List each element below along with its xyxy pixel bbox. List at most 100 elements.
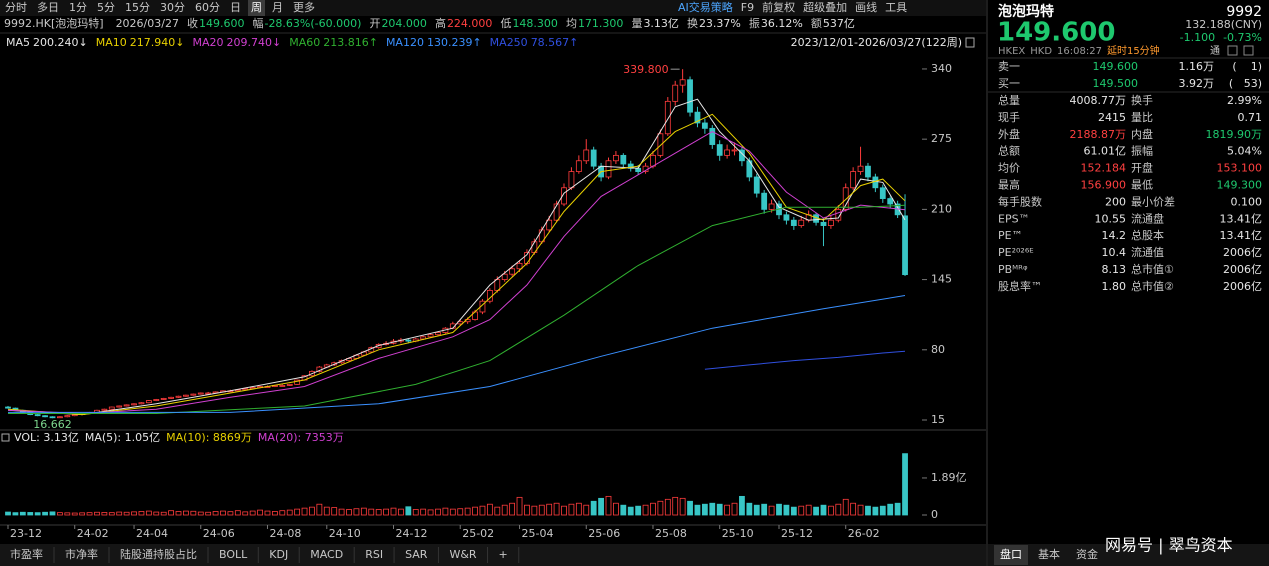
quote-currency: HKD (1030, 46, 1052, 57)
bottom-tab[interactable]: 陆股通持股占比 (120, 547, 197, 561)
toolbar-tab[interactable]: 5分 (97, 1, 115, 14)
toolbar-tool[interactable]: 前复权 (762, 0, 795, 14)
panel-tab[interactable]: 盘口 (1000, 547, 1022, 561)
vol-bar (138, 511, 145, 516)
toolbar-tab[interactable]: 15分 (125, 1, 150, 14)
vol-bar (375, 509, 382, 516)
info-value: 224.000 (447, 17, 493, 30)
ma-line (8, 204, 906, 414)
vol-bar (34, 512, 41, 516)
vol-bar (264, 510, 271, 516)
vol-bar (790, 506, 797, 516)
toolbar-tab[interactable]: 多日 (37, 0, 59, 14)
toolbar-tab[interactable]: 周 (251, 1, 262, 14)
symbol: 9992.HK[泡泡玛特] (4, 16, 104, 30)
bottom-tab[interactable]: 市净率 (65, 547, 98, 561)
x-tick-label: 24-02 (77, 527, 109, 540)
ma-name: MA250 (490, 36, 528, 49)
vol-bar (153, 511, 160, 516)
vol-bar (546, 503, 553, 516)
book-price: 149.600 (1093, 60, 1139, 73)
toolbar-tab[interactable]: 日 (230, 1, 241, 14)
info-value: 149.600 (199, 17, 245, 30)
bottom-tab[interactable]: W&R (449, 548, 476, 561)
stat-label: 现手 (998, 110, 1020, 124)
candle-body (590, 149, 597, 167)
toolbar-tool[interactable]: 画线 (855, 0, 877, 14)
candle-body (435, 332, 441, 336)
vol-bar (620, 504, 627, 516)
toolbar-tool[interactable]: F9 (741, 1, 754, 14)
vol-bar (212, 511, 219, 516)
stat-value: 1819.90万 (1206, 128, 1263, 141)
candle-body (286, 383, 293, 386)
vol-bar (383, 508, 389, 516)
bottom-tab[interactable]: 市盈率 (10, 547, 43, 561)
vol-bar (442, 507, 449, 516)
stat-label: 总市值② (1131, 279, 1174, 293)
toolbar-tool[interactable]: AI交易策略 (678, 0, 733, 14)
bottom-tab[interactable]: SAR (405, 548, 428, 561)
ma-name: MA10 (96, 36, 127, 49)
candle-body (108, 406, 115, 410)
stat-value: 152.184 (1081, 162, 1127, 175)
candle-body (724, 149, 731, 156)
bottom-tab[interactable]: BOLL (219, 548, 248, 561)
y-tick-label: 340 (931, 62, 952, 75)
toolbar-tab[interactable]: 月 (272, 1, 283, 14)
ma-name: MA20 (192, 36, 223, 49)
vol-bar (101, 512, 108, 516)
vol-bar (5, 511, 11, 516)
change-pct: -0.73% (1223, 31, 1262, 44)
candle-body (405, 339, 412, 342)
vol-bar (271, 511, 278, 516)
stat-value: 8.13 (1102, 263, 1127, 276)
bottom-tab[interactable]: RSI (365, 548, 383, 561)
toolbar-tab[interactable]: 更多 (293, 0, 315, 14)
vol-bar (123, 511, 130, 516)
toolbar-tool[interactable]: 超级叠加 (803, 0, 847, 14)
vol-bar (724, 504, 731, 516)
tab-bar-bg (0, 544, 986, 566)
vol-bar (486, 503, 493, 516)
candle-body (701, 122, 708, 129)
range-icon (965, 37, 975, 48)
panel-tab-bg (988, 544, 1269, 566)
panel-tab[interactable]: 资金 (1076, 547, 1098, 561)
candle-body (820, 221, 827, 226)
panel-tab[interactable]: 基本 (1038, 547, 1060, 561)
vol-bar (346, 509, 352, 516)
stat-label: 总量 (998, 93, 1020, 107)
vol-bar (553, 502, 560, 516)
vol-bar (902, 453, 908, 516)
vol-bar (353, 508, 360, 516)
vol-bar (168, 510, 175, 516)
toolbar-tab[interactable]: 30分 (160, 1, 185, 14)
toolbar-tab[interactable]: 分时 (5, 1, 27, 14)
vol-bar (42, 511, 48, 516)
vol-bar (286, 509, 293, 516)
candle-body (138, 402, 145, 405)
x-tick-label: 24-12 (396, 527, 428, 540)
vol-bar (197, 511, 204, 516)
toolbar-tool[interactable]: 工具 (885, 1, 907, 14)
bottom-tab[interactable]: MACD (310, 548, 343, 561)
vol-bar (650, 502, 656, 516)
bottom-tab[interactable]: + (499, 548, 508, 561)
stat-label: 最高 (998, 178, 1020, 192)
bottom-tab[interactable]: KDJ (269, 548, 288, 561)
ma-line (7, 98, 906, 416)
candle-body (242, 388, 249, 391)
ma-name: MA5 (6, 36, 30, 49)
cny-price: 132.188(CNY) (1185, 18, 1262, 31)
stat-value: 10.4 (1102, 246, 1127, 259)
toolbar-tab[interactable]: 60分 (195, 1, 220, 14)
toolbar-tab[interactable]: 1分 (69, 1, 87, 14)
quote-delay: 延时15分钟 (1107, 44, 1160, 57)
stat-label: 最小价差 (1131, 194, 1175, 208)
info-value: 23.37% (699, 17, 741, 30)
info-label: 振 (749, 16, 760, 30)
vol-bar (657, 500, 664, 516)
candle-body (160, 398, 167, 400)
